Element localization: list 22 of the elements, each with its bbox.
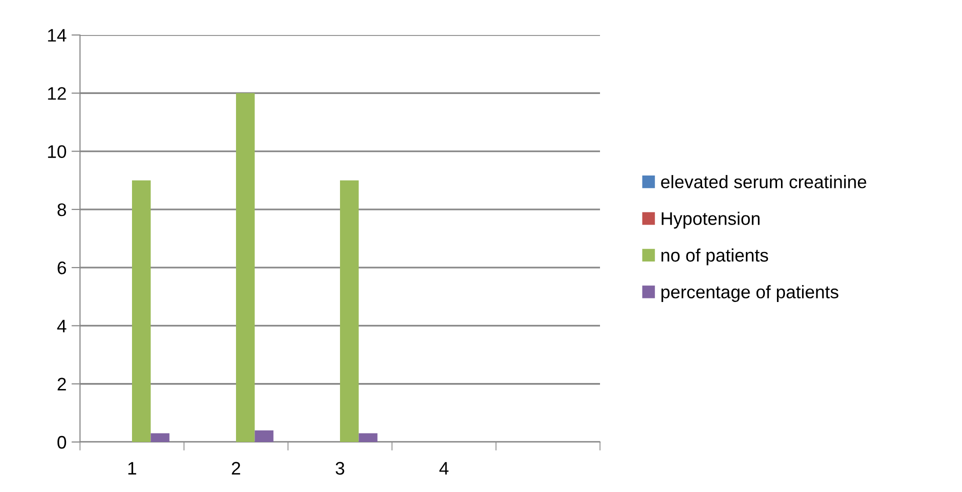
legend-label: percentage of patients [661, 285, 838, 302]
legend-label: no of patients [662, 248, 768, 266]
bar [358, 433, 378, 442]
x-tick-label: 2 [232, 462, 240, 475]
x-tick-label: 3 [336, 462, 344, 475]
bar [132, 180, 151, 442]
legend-label: elevated serum creatinine [661, 175, 866, 188]
y-tick-label: 0 [57, 436, 66, 449]
y-tick-label: 10 [48, 145, 66, 158]
bar [236, 93, 255, 442]
legend-label: Hypotension [662, 212, 760, 229]
bar [254, 430, 274, 442]
bar [150, 433, 170, 442]
y-tick-label: 14 [48, 29, 66, 42]
x-tick-label: 1 [128, 462, 136, 475]
y-tick-label: 6 [58, 262, 66, 274]
y-tick-label: 4 [57, 320, 66, 332]
y-tick-label: 8 [58, 203, 66, 216]
y-tick-label: 2 [58, 378, 66, 390]
x-tick-label: 4 [439, 462, 448, 475]
y-tick-label: 12 [48, 87, 66, 100]
bar [340, 180, 359, 442]
